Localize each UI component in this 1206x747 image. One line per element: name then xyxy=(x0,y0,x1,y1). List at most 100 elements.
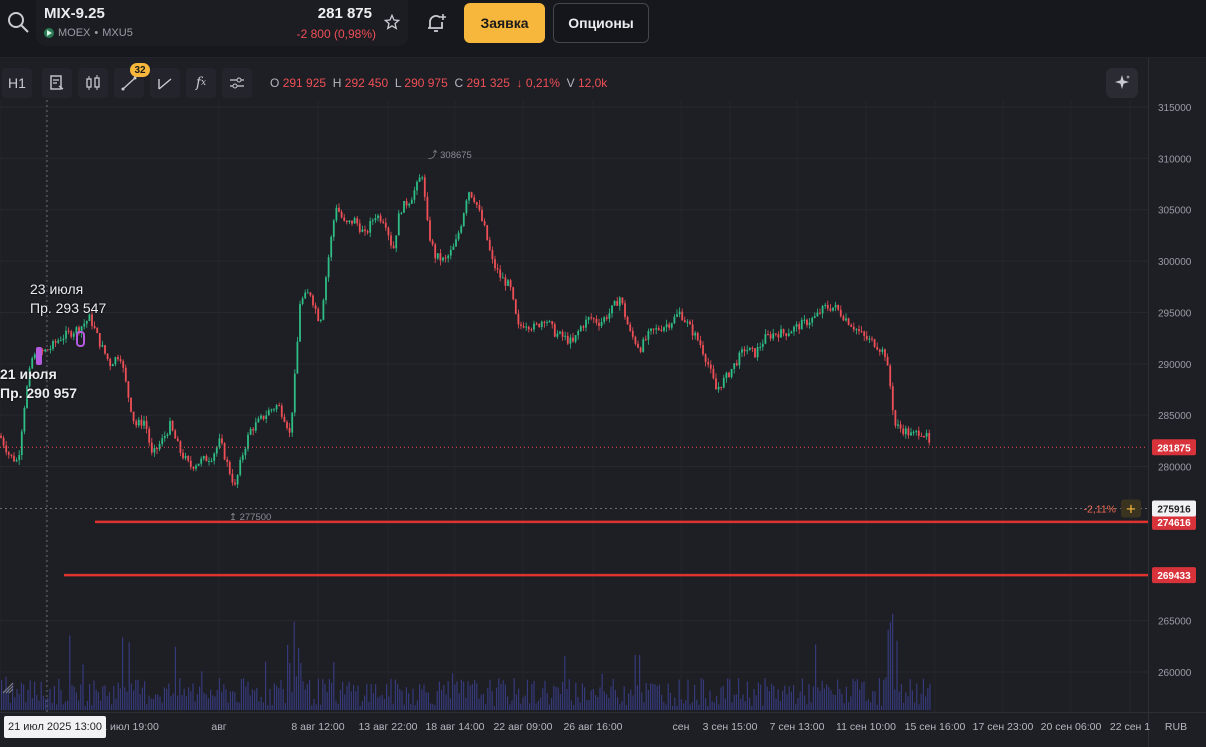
annotation-jul23: 23 июля Пр. 293 547 xyxy=(30,281,107,316)
candle-body xyxy=(842,316,845,321)
volume-bar xyxy=(709,690,711,710)
volume-bar xyxy=(302,681,304,710)
candle-body xyxy=(800,319,803,330)
sparkle-icon xyxy=(1115,75,1130,89)
candle-body xyxy=(257,418,260,423)
ticker-selector[interactable]: MIX-9.25 MOEX • MXU5 281 875 -2 800 (0,9… xyxy=(36,0,408,46)
volume-bar xyxy=(12,683,14,710)
candle-body xyxy=(579,326,582,332)
volume-bar xyxy=(834,694,836,710)
candle-body xyxy=(447,255,450,259)
candle-body xyxy=(312,295,314,306)
candle-body xyxy=(769,334,772,339)
volume-bar xyxy=(324,683,326,710)
trend-tool-button[interactable] xyxy=(150,68,180,98)
volume-bar xyxy=(548,704,550,710)
candle-body xyxy=(686,321,689,323)
candle-body xyxy=(634,336,637,344)
volume-bar xyxy=(27,689,29,710)
candle-body xyxy=(603,317,606,322)
volume-bar xyxy=(735,694,737,710)
star-icon[interactable] xyxy=(384,14,400,30)
current-price-tag-bg xyxy=(1152,439,1196,456)
candle-body xyxy=(15,459,18,462)
interval-button[interactable]: H1 xyxy=(2,68,32,98)
candle-body xyxy=(431,240,434,245)
volume-bar xyxy=(388,696,390,710)
volume-bar xyxy=(665,704,667,710)
candle-body xyxy=(748,347,751,351)
candle-body xyxy=(252,428,255,431)
trend-icon xyxy=(158,78,172,90)
volume-bar xyxy=(335,700,337,710)
volume-bar xyxy=(691,702,693,710)
candle-type-button[interactable] xyxy=(78,68,108,98)
volume-bar xyxy=(898,691,900,710)
candle-body xyxy=(907,428,910,436)
volume-bar xyxy=(38,700,40,710)
volume-bar xyxy=(513,678,515,710)
volume-bar xyxy=(694,684,696,710)
candle-body xyxy=(436,253,439,259)
candle-body xyxy=(858,329,860,332)
volume-bar xyxy=(491,691,493,710)
volume-bar xyxy=(865,701,867,710)
settings-button[interactable] xyxy=(222,68,252,98)
candle-body xyxy=(239,459,242,475)
candle-body xyxy=(67,330,70,332)
volume-bar xyxy=(203,692,205,710)
volume-bar xyxy=(788,686,790,710)
candle-body xyxy=(291,412,294,433)
volume-bar xyxy=(229,691,231,710)
candle-body xyxy=(475,202,478,205)
candle-body xyxy=(468,192,470,201)
volume-bar xyxy=(636,685,638,710)
candle-body xyxy=(202,456,205,459)
volume-bar xyxy=(355,691,357,710)
order-button[interactable]: Заявка xyxy=(464,3,545,43)
candle-body xyxy=(101,345,104,347)
volume-bar xyxy=(676,705,678,710)
volume-bar xyxy=(152,698,154,710)
bell-plus-icon[interactable] xyxy=(424,11,448,35)
candle-body xyxy=(676,314,678,317)
candle-body xyxy=(530,329,533,331)
indicator-list-button[interactable] xyxy=(42,68,72,98)
volume-bar xyxy=(254,690,256,710)
volume-bar xyxy=(478,698,480,710)
candle-body xyxy=(208,461,210,463)
volume-bar xyxy=(441,690,443,710)
candle-body xyxy=(582,326,585,328)
candle-body xyxy=(525,326,528,328)
candle-body xyxy=(663,327,665,331)
volume-bar xyxy=(368,701,370,710)
candle-body xyxy=(782,329,785,334)
volume-bar xyxy=(839,688,841,710)
volume-bar xyxy=(821,680,823,710)
volume-bar xyxy=(64,701,66,710)
volume-bar xyxy=(443,685,445,710)
candle-body xyxy=(821,306,824,314)
candle-body xyxy=(223,443,226,460)
volume-bar xyxy=(7,687,9,710)
ai-assistant-button[interactable] xyxy=(1106,68,1138,98)
volume-bar xyxy=(71,685,73,710)
volume-bar xyxy=(390,678,392,710)
candle-body xyxy=(335,207,338,221)
candle-body xyxy=(520,324,522,326)
volume-bar xyxy=(137,679,139,710)
volume-bar xyxy=(102,686,104,710)
search-icon[interactable] xyxy=(6,10,30,34)
price-axis: 315000 310000 305000 300000 295000 290000 2850… xyxy=(1152,103,1196,679)
candle-body xyxy=(772,333,775,339)
volume-bar xyxy=(843,703,845,710)
candle-body xyxy=(785,333,788,337)
volume-bar xyxy=(617,697,619,710)
options-button[interactable]: Опционы xyxy=(553,3,649,43)
volume-bar xyxy=(174,646,176,710)
volume-bar xyxy=(744,701,746,710)
candle-body xyxy=(161,438,164,445)
candle-body xyxy=(522,325,525,328)
price-chart[interactable]: ⤴ 308675 ↥ 277500 -2,11% + 315000 310000 3050… xyxy=(0,58,1206,747)
